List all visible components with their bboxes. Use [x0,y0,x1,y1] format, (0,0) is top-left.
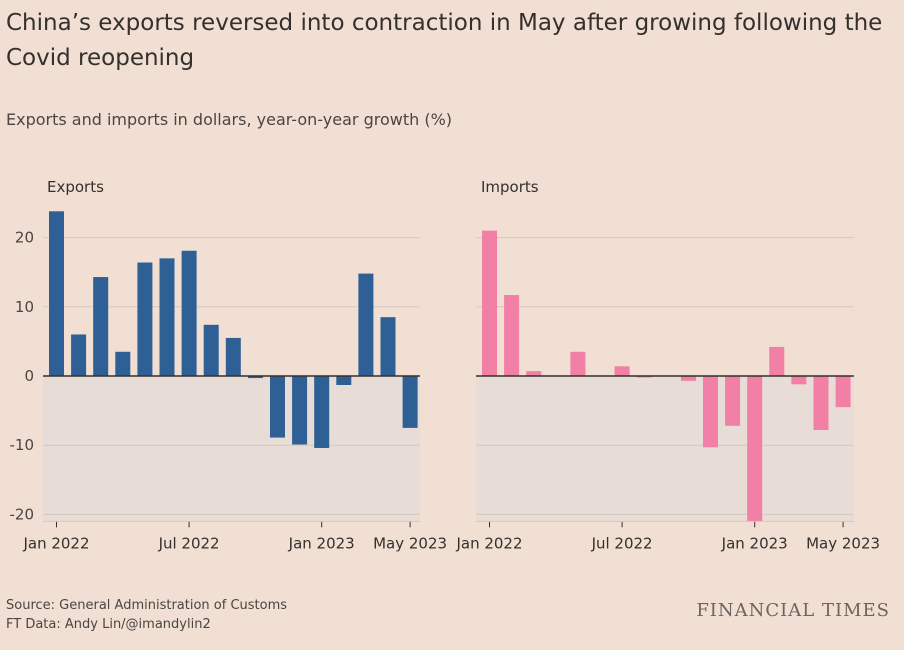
imports-panel-title: Imports [481,178,539,196]
exports-x-tick-label: Jan 2023 [288,534,355,552]
imports-bar [526,371,542,376]
imports-bar [725,376,741,426]
imports-bar [703,376,718,448]
exports-bar [314,376,330,448]
exports-x-tick-label: Jan 2022 [22,534,89,552]
imports-bar [835,376,851,408]
exports-panel-title: Exports [47,178,104,196]
exports-bar [115,351,131,376]
exports-bar [270,376,285,438]
exports-panel: 20 10 0 -10 -20 Jan 2022 Jul 2022 Jan 2023 May 2… [10,178,448,552]
imports-negative-band [476,376,854,522]
credit-line: FT Data: Andy Lin/@imandylin2 [6,617,211,632]
exports-x-tick-label: Jul 2022 [158,534,220,552]
imports-x-tick-label: May 2023 [806,534,880,552]
source-line: Source: General Administration of Custom… [6,598,288,613]
financial-times-logo: FINANCIAL TIMES [696,600,890,621]
imports-x-tick-label: Jan 2023 [721,534,788,552]
exports-bar [380,317,396,376]
exports-x-tick-label: May 2023 [373,534,447,552]
chart-title: China’s exports reversed into contractio… [6,10,883,71]
exports-bar [203,324,219,376]
exports-bar [71,334,87,376]
imports-bar [769,346,785,376]
imports-bar [504,295,520,376]
exports-bar [137,262,153,376]
y-tick-label: 0 [24,367,34,385]
imports-bar [680,376,696,381]
y-tick-label: -10 [10,436,35,454]
imports-bar [813,376,829,430]
y-tick-label: 10 [15,298,34,316]
imports-bar [570,351,586,376]
exports-bar [358,273,374,376]
imports-panel: Jan 2022 Jul 2022 Jan 2023 May 2023 Imports [455,178,880,552]
exports-bar [292,376,308,445]
imports-x-tick-label: Jan 2022 [455,534,522,552]
imports-bar [614,366,630,376]
exports-bar [402,376,418,428]
exports-negative-band [43,376,420,522]
exports-bar [93,277,109,376]
exports-bar [159,258,175,376]
chart-subtitle: Exports and imports in dollars, year-on-… [6,110,453,129]
y-tick-label: -20 [10,505,35,523]
imports-bar [791,376,807,385]
imports-bar [482,230,497,376]
exports-bar [49,211,64,376]
imports-bar [747,376,763,522]
exports-bar [247,376,263,379]
exports-bar [336,376,352,385]
exports-bar [225,337,241,376]
exports-bar [181,250,197,376]
y-tick-label: 20 [15,229,34,247]
source-note: Source: General Administration of Custom… [6,596,287,634]
imports-x-tick-label: Jul 2022 [591,534,653,552]
